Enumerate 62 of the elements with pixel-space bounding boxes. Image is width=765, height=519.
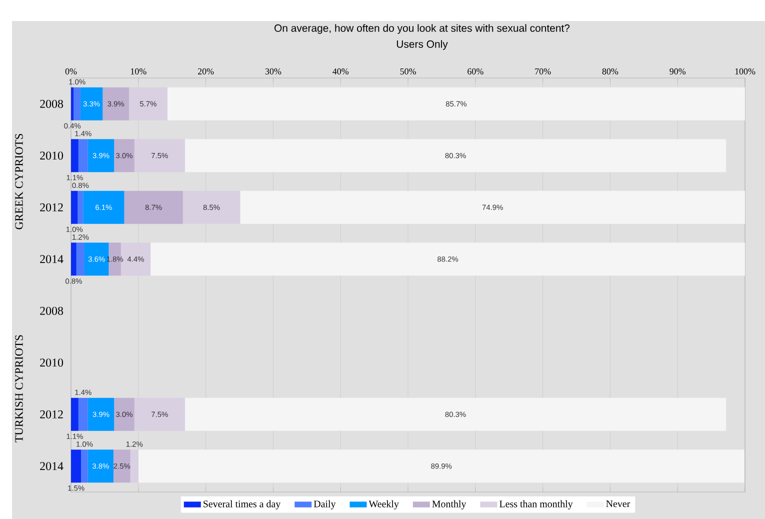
legend-label: Daily [314, 500, 336, 510]
bar [71, 87, 74, 120]
bar [114, 398, 134, 431]
bar [138, 450, 744, 483]
y-tick-label: 2008 [40, 306, 64, 315]
y-tick-label: 2014 [40, 255, 64, 264]
legend-label: Weekly [368, 500, 399, 510]
y-tick-label: 2014 [40, 462, 64, 470]
bar [74, 87, 80, 120]
bar [240, 190, 746, 224]
x-tick-label: 40% [332, 68, 349, 74]
bar [184, 398, 726, 431]
bar [184, 139, 726, 172]
bar [88, 450, 114, 483]
legend-label: Several times a day [204, 500, 281, 510]
y-tick-label: 2010 [40, 358, 64, 367]
bar [124, 190, 183, 224]
bar [71, 450, 82, 483]
bar [150, 242, 746, 276]
y-tick-label: 2012 [40, 410, 63, 418]
legend-label: Never [606, 500, 630, 508]
x-tick-label: 80% [602, 68, 618, 74]
bar [71, 190, 78, 224]
bar [102, 87, 129, 120]
bar [113, 450, 130, 483]
chart-subtitle: Users Only [396, 40, 448, 50]
y-tick-label: 2008 [40, 100, 64, 108]
bar [83, 190, 124, 224]
x-tick-label: 100% [735, 68, 756, 74]
x-tick-label: 70% [535, 68, 551, 74]
x-tick-label: 10% [130, 68, 146, 74]
bar [88, 139, 114, 172]
bar [128, 87, 168, 120]
bar [182, 190, 240, 224]
y-tick-label: 2010 [40, 152, 64, 160]
y-tick-label: 2012 [40, 203, 63, 212]
legend-label: Less than monthly [499, 500, 573, 510]
x-tick-label: 20% [198, 68, 214, 74]
bar [167, 87, 746, 120]
bar [81, 450, 88, 483]
bar [130, 450, 138, 483]
text: GREEK CYPRIOTS [15, 134, 23, 230]
bar [88, 398, 114, 431]
x-tick-label: 30% [265, 68, 282, 74]
bar [78, 190, 84, 224]
bar [114, 139, 134, 172]
chart-title: On average, how often do you look at sites with sexual content? [274, 24, 570, 34]
bar [134, 139, 185, 172]
bar [134, 398, 185, 431]
bar [76, 242, 84, 276]
legend-label: Monthly [432, 500, 466, 510]
x-tick-label: 0% [65, 68, 77, 74]
x-tick-label: 90% [670, 68, 686, 74]
bar [71, 398, 78, 431]
bar [80, 87, 103, 120]
bar [71, 139, 78, 172]
bar [78, 398, 88, 431]
bar [78, 139, 88, 172]
text: TURKISH CYPRIOTS [15, 335, 23, 442]
x-tick-label: 50% [400, 68, 416, 74]
bar [71, 242, 76, 276]
x-tick-label: 60% [468, 68, 484, 74]
